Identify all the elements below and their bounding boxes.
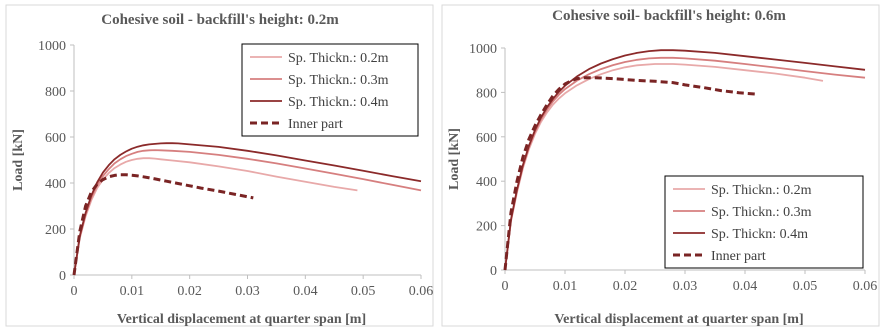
- legend-label: Sp. Thickn.: 0.4m: [288, 95, 389, 110]
- series-line-2: [73, 149, 422, 276]
- chart-frame: [441, 4, 880, 327]
- legend-label: Sp. Thickn.: 0.3m: [711, 205, 812, 220]
- series-line-1: [73, 157, 358, 276]
- legend: Sp. Thickn.: 0.2m Sp. Thickn.: 0.3m Sp. Th…: [664, 175, 864, 269]
- y-tick-label: 200: [45, 223, 66, 238]
- legend-box: [664, 175, 864, 269]
- x-tick-label: 0: [502, 279, 509, 294]
- x-tick-label: 0.04: [293, 284, 318, 299]
- x-tick-label: 0.05: [793, 279, 818, 294]
- x-tick-label: 0.06: [853, 279, 878, 294]
- chart-1: Cohesive soil - backfill's height: 0.2m 0…: [5, 4, 434, 327]
- x-axis-label: Vertical displacement at quarter span [m…: [117, 312, 366, 327]
- y-tick-label: 600: [476, 131, 497, 146]
- x-tick-label: 0.03: [235, 284, 260, 299]
- chart-title: Cohesive soil- backfill's height: 0.6m: [552, 8, 786, 24]
- x-tick-label: 0.01: [120, 284, 145, 299]
- y-tick-label: 400: [476, 175, 497, 190]
- chart-frame: [5, 4, 434, 327]
- y-tick-label: 800: [476, 86, 497, 101]
- x-tick-label: 0.06: [409, 284, 434, 299]
- y-tick-label: 1000: [38, 39, 66, 54]
- series-line-3: [73, 142, 422, 276]
- series-line-4: [72, 173, 254, 276]
- legend-label: Sp. Thickn.: 0.2m: [711, 183, 812, 198]
- legend-label: Inner part: [711, 249, 766, 264]
- x-tick-label: 0.02: [613, 279, 638, 294]
- y-tick-label: 400: [45, 177, 66, 192]
- legend-label: Sp. Thickn: 0.4m: [711, 227, 808, 242]
- series-line-4: [503, 76, 758, 271]
- x-axis-label: Vertical displacement at quarter span [m…: [554, 312, 803, 327]
- y-tick-label: 200: [476, 220, 497, 235]
- y-tick-label: 800: [45, 85, 66, 100]
- x-tick-label: 0.04: [733, 279, 758, 294]
- y-tick-label: 0: [490, 264, 497, 279]
- legend-box: [241, 43, 419, 137]
- x-tick-label: 0.05: [351, 284, 376, 299]
- chart-title: Cohesive soil - backfill's height: 0.2m: [101, 12, 339, 28]
- legend-label: Sp. Thickn.: 0.2m: [288, 51, 389, 66]
- x-tick-label: 0.01: [553, 279, 578, 294]
- y-tick-label: 600: [45, 131, 66, 146]
- x-tick-label: 0: [71, 284, 78, 299]
- y-tick-label: 1000: [469, 42, 497, 57]
- chart-2: Cohesive soil- backfill's height: 0.6m 0 2…: [441, 4, 880, 327]
- legend-label: Inner part: [288, 117, 343, 132]
- x-tick-label: 0.02: [177, 284, 202, 299]
- legend-label: Sp. Thickn.: 0.3m: [288, 73, 389, 88]
- y-axis-label: Load [kN]: [447, 128, 462, 190]
- legend: Sp. Thickn.: 0.2m Sp. Thickn.: 0.3m Sp. Th…: [241, 43, 419, 137]
- x-tick-label: 0.03: [673, 279, 698, 294]
- y-tick-label: 0: [59, 269, 66, 284]
- series-line-3: [504, 49, 866, 271]
- y-axis-label: Load [kN]: [11, 129, 26, 191]
